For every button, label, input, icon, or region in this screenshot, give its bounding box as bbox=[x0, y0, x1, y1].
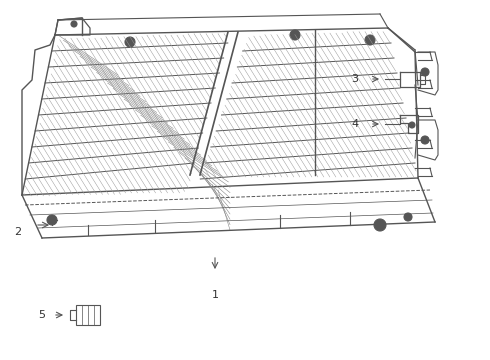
Text: 2: 2 bbox=[14, 227, 22, 237]
Circle shape bbox=[404, 213, 412, 221]
Text: 1: 1 bbox=[212, 290, 219, 300]
Circle shape bbox=[365, 35, 375, 45]
Circle shape bbox=[409, 122, 415, 128]
Circle shape bbox=[125, 37, 135, 47]
Circle shape bbox=[71, 21, 77, 27]
Circle shape bbox=[421, 68, 429, 76]
Text: 5: 5 bbox=[39, 310, 46, 320]
Text: 3: 3 bbox=[351, 74, 359, 84]
Circle shape bbox=[374, 219, 386, 231]
Circle shape bbox=[50, 218, 54, 222]
Circle shape bbox=[421, 136, 429, 144]
Circle shape bbox=[47, 215, 57, 225]
Polygon shape bbox=[76, 305, 100, 325]
Circle shape bbox=[290, 30, 300, 40]
Text: 4: 4 bbox=[351, 119, 359, 129]
